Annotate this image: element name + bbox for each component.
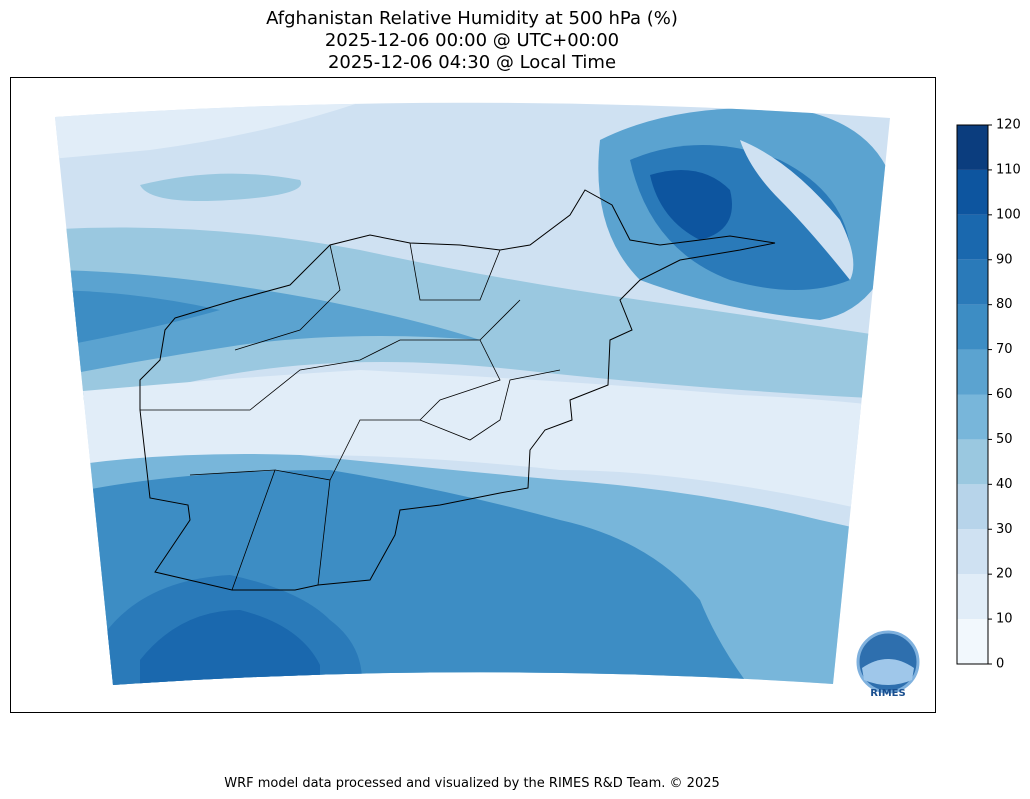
colorbar-tick-label: 20 (996, 567, 1013, 582)
logo: RIMES (856, 630, 920, 699)
subtitle: 2025-12-06 00:00 @ UTC+00:00 (325, 30, 619, 51)
colorbar-band (957, 484, 988, 530)
colorbar-band (957, 619, 988, 664)
colorbar-tick-label: 70 (996, 342, 1013, 357)
logo-wave (862, 659, 914, 685)
colorbar-tick-label: 10 (996, 612, 1013, 627)
colorbar-band (957, 439, 988, 485)
logo-text: RIMES (870, 688, 905, 699)
subtitle: 2025-12-06 04:30 @ Local Time (328, 52, 616, 73)
colorbar-tick-label: 80 (996, 297, 1013, 312)
colorbar-band (957, 259, 988, 305)
field-band (650, 170, 732, 240)
colorbar-tick-label: 60 (996, 387, 1013, 402)
colorbar-band (957, 394, 988, 440)
field-band (740, 140, 854, 280)
country-border (139, 189, 776, 591)
colorbar-tick-label: 50 (996, 432, 1013, 447)
field-band (55, 227, 890, 410)
colorbar-band (957, 349, 988, 395)
field-band (55, 290, 220, 350)
colorbar-tick-label: 30 (996, 522, 1013, 537)
footer: WRF model data processed and visualized … (224, 776, 720, 791)
colorbar-tick-label: 0 (996, 657, 1004, 672)
field-band (55, 102, 420, 160)
title: Afghanistan Relative Humidity at 500 hPa… (266, 8, 678, 29)
colorbar-tick-label: 100 (996, 207, 1021, 222)
province-borders (140, 242, 561, 591)
colorbar-band (957, 125, 988, 170)
colorbar-tick-label: 120 (996, 118, 1021, 133)
humidity-field (55, 102, 890, 685)
colorbar-band (957, 529, 988, 575)
colorbar-tick-label: 90 (996, 252, 1013, 267)
colorbar-band (957, 304, 988, 350)
colorbar-tick-label: 110 (996, 162, 1021, 177)
field-band (140, 173, 302, 201)
colorbar: 0 10 20 30 40 50 60 70 80 90 100 110 120 (956, 118, 1021, 672)
colorbar-band (957, 214, 988, 260)
colorbar-tick-label: 40 (996, 477, 1013, 492)
colorbar-band (957, 169, 988, 215)
field-band (55, 370, 890, 520)
colorbar-band (957, 574, 988, 620)
